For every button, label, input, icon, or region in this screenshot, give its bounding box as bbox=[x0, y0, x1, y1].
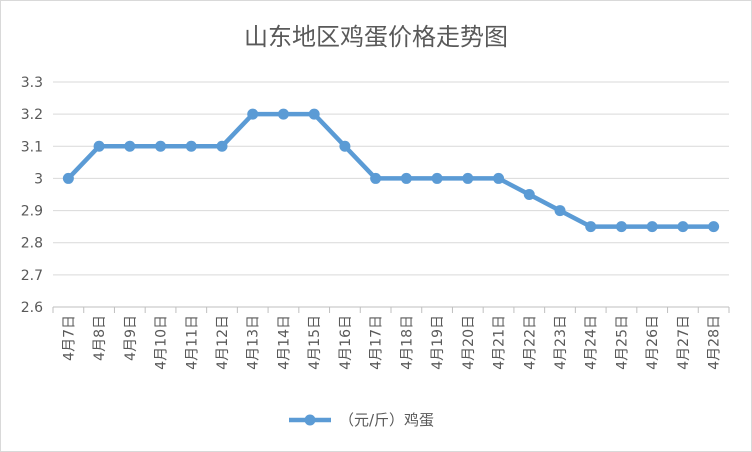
x-tick-label: 4月12日 bbox=[215, 315, 231, 370]
series-layer bbox=[62, 108, 720, 233]
data-point bbox=[585, 221, 597, 233]
y-tick-label: 3.2 bbox=[21, 107, 43, 123]
data-point bbox=[155, 140, 167, 152]
y-tick-label: 2.9 bbox=[21, 204, 43, 220]
x-tick-label: 4月28日 bbox=[707, 315, 723, 370]
data-point bbox=[247, 108, 259, 120]
x-tick-label: 4月26日 bbox=[645, 315, 661, 370]
x-tick-label: 4月13日 bbox=[246, 315, 262, 370]
x-tick-label: 4月8日 bbox=[92, 315, 108, 361]
data-point bbox=[462, 172, 474, 184]
series-line bbox=[66, 111, 716, 229]
x-tick-label: 4月22日 bbox=[522, 315, 538, 370]
data-point bbox=[677, 221, 689, 233]
x-tick-label: 4月21日 bbox=[492, 315, 508, 370]
x-tick-label: 4月23日 bbox=[553, 315, 569, 370]
chart-title: 山东地区鸡蛋价格走势图 bbox=[244, 23, 508, 51]
data-point bbox=[523, 189, 535, 200]
data-point bbox=[62, 172, 74, 184]
x-tick-label: 4月25日 bbox=[614, 315, 630, 370]
x-tick-label: 4月16日 bbox=[338, 315, 354, 370]
data-point bbox=[370, 172, 382, 184]
data-point bbox=[646, 221, 658, 233]
data-point bbox=[185, 140, 197, 152]
legend: （元/斤）鸡蛋 bbox=[289, 411, 434, 429]
x-tick-label: 4月19日 bbox=[430, 315, 446, 370]
data-point bbox=[615, 221, 627, 233]
data-point bbox=[308, 108, 320, 120]
legend-series-label: （元/斤）鸡蛋 bbox=[339, 411, 434, 429]
data-point bbox=[216, 140, 228, 152]
data-point bbox=[431, 172, 443, 184]
data-point bbox=[124, 140, 136, 152]
x-tick-label: 4月27日 bbox=[676, 315, 692, 370]
y-tick-label: 3.3 bbox=[21, 75, 43, 91]
x-tick-label: 4月24日 bbox=[584, 315, 600, 370]
x-tick-label: 4月11日 bbox=[184, 315, 200, 370]
y-tick-label: 3 bbox=[34, 171, 43, 187]
x-tick-label: 4月18日 bbox=[399, 315, 415, 370]
x-axis-tick-labels: 4月7日 4月8日 4月9日 4月10日 4月11日 4月12日 4月13日 4月14日 4月1… bbox=[61, 315, 722, 370]
data-point bbox=[493, 172, 505, 184]
y-axis-tick-labels: 2.6 2.7 2.8 2.9 3 3.1 3.2 3.3 bbox=[21, 75, 43, 316]
x-tick-label: 4月10日 bbox=[154, 315, 170, 370]
x-tick-label: 4月14日 bbox=[276, 315, 292, 370]
y-tick-label: 2.6 bbox=[21, 300, 43, 316]
data-point bbox=[277, 108, 289, 120]
axes bbox=[52, 306, 730, 313]
y-tick-label: 2.8 bbox=[21, 236, 43, 252]
x-tick-label: 4月9日 bbox=[123, 315, 139, 361]
x-tick-label: 4月20日 bbox=[461, 315, 477, 370]
x-tick-label: 4月17日 bbox=[369, 315, 385, 370]
x-tick-label: 4月7日 bbox=[61, 315, 77, 361]
x-tick-label: 4月15日 bbox=[307, 315, 323, 370]
legend-point-marker bbox=[304, 414, 316, 426]
data-point bbox=[93, 140, 105, 152]
y-tick-label: 3.1 bbox=[21, 139, 43, 155]
data-point bbox=[400, 172, 412, 184]
data-point bbox=[339, 140, 351, 152]
y-tick-label: 2.7 bbox=[21, 268, 43, 284]
data-point bbox=[708, 221, 720, 233]
data-point bbox=[554, 205, 566, 217]
